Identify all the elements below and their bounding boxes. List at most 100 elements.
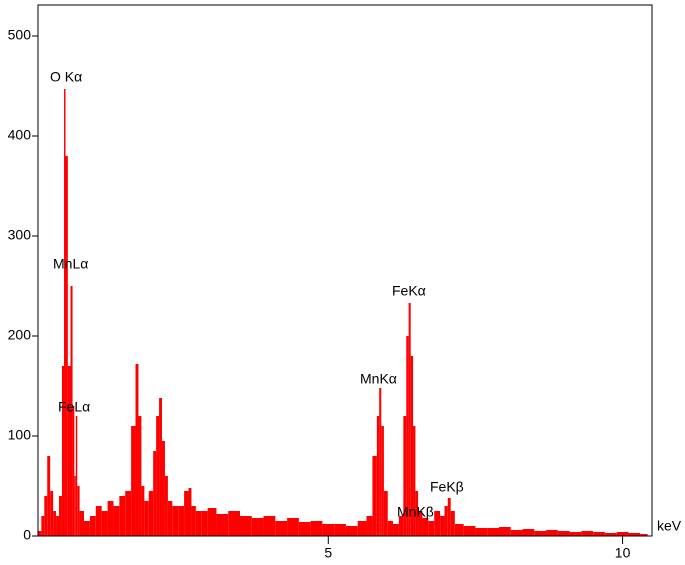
spectrum-bar: [463, 526, 476, 536]
spectrum-bar: [207, 508, 217, 536]
spectrum-bar: [640, 534, 648, 536]
spectrum-bar: [447, 498, 451, 536]
spectrum-bar: [41, 516, 45, 536]
spectrum-bar: [372, 456, 377, 536]
spectrum-bar: [156, 416, 160, 536]
spectrum-bar: [498, 527, 511, 536]
spectrum-bar: [178, 506, 185, 536]
spectrum-bar: [522, 529, 535, 536]
x-tick-label: 5: [324, 545, 332, 561]
spectrum-bar: [201, 511, 208, 536]
spectrum-bar: [422, 518, 429, 536]
spectrum-bar: [569, 532, 582, 536]
spectrum-bar: [162, 441, 165, 536]
spectrum-bar: [534, 531, 547, 536]
spectrum-bar: [366, 516, 373, 536]
spectrum-bar: [164, 476, 168, 536]
spectrum-bar: [383, 491, 388, 536]
y-tick-label: 100: [8, 427, 32, 443]
spectrum-bar: [345, 526, 358, 536]
spectrum-bar: [434, 511, 441, 536]
spectrum-bar: [125, 491, 132, 536]
spectrum-bar: [406, 336, 409, 536]
spectrum-bar: [113, 506, 120, 536]
spectrum-bar: [64, 89, 66, 536]
spectrum-bar: [131, 426, 136, 536]
spectrum-bar: [107, 501, 114, 536]
spectrum-bar: [70, 286, 73, 536]
spectrum-bar: [263, 516, 276, 536]
spectrum-bar: [546, 530, 558, 536]
spectrum-bar: [275, 521, 288, 536]
spectrum-bar: [376, 416, 380, 536]
spectrum-bar: [228, 511, 240, 536]
spectrum-bar: [144, 501, 149, 536]
peak-annotation: MnLα: [53, 256, 88, 272]
x-tick-label: 10: [615, 545, 631, 561]
peak-annotation: MnKα: [360, 371, 397, 387]
spectrum-bar: [381, 426, 384, 536]
spectrum-bar: [403, 416, 407, 536]
spectrum-bar: [89, 516, 96, 536]
spectrum-bar: [38, 531, 42, 536]
spectrum-bar: [251, 518, 264, 536]
spectrum-bar: [188, 488, 192, 536]
spectrum-bar: [628, 533, 641, 536]
spectrum-bar: [67, 366, 71, 536]
y-tick-label: 500: [8, 27, 32, 43]
spectrum-bar: [75, 416, 78, 536]
spectrum-bar: [581, 531, 594, 536]
spectrum-bar: [398, 516, 404, 536]
spectrum-bar: [510, 530, 523, 536]
spectrum-bar: [410, 356, 414, 536]
peak-annotation: FeKβ: [430, 479, 464, 495]
spectrum-bar: [184, 491, 189, 536]
spectrum-bar: [413, 426, 416, 536]
spectrum-bar: [47, 456, 51, 536]
spectrum-bar: [153, 451, 157, 536]
spectrum-bar: [240, 516, 252, 536]
spectrum-bar: [287, 518, 299, 536]
spectrum-bar: [454, 524, 464, 536]
spectrum-bar: [616, 532, 629, 536]
spectrum-bar: [387, 521, 394, 536]
plot-frame: [37, 4, 653, 537]
spectrum-bar: [135, 364, 139, 536]
spectrum-bar: [415, 491, 419, 536]
spectrum-bar: [418, 511, 423, 536]
spectrum-bar: [172, 506, 179, 536]
y-tick-label: 400: [8, 127, 32, 143]
spectrum-bar: [44, 496, 48, 536]
spectrum-bar: [408, 303, 411, 536]
spectrum-bar: [444, 506, 448, 536]
spectrum-bar: [61, 366, 65, 536]
spectrum-bar: [322, 524, 335, 536]
y-tick-label: 0: [23, 527, 31, 543]
spectrum-bar: [475, 528, 488, 536]
spectrum-bar: [65, 156, 68, 536]
spectrum-bar: [77, 486, 80, 536]
spectrum-bar: [428, 521, 435, 536]
spectrum-bar: [440, 516, 445, 536]
spectrum-bar: [56, 516, 60, 536]
spectrum-bar: [50, 491, 54, 536]
x-axis-label: keV: [657, 518, 682, 534]
spectrum-bar: [101, 511, 108, 536]
spectrum-bar: [167, 501, 173, 536]
peak-annotation: O Kα: [50, 69, 82, 85]
spectrum-bar: [191, 506, 196, 536]
spectrum-bar: [148, 491, 154, 536]
y-tick-label: 200: [8, 327, 32, 343]
spectrum-bar: [119, 496, 126, 536]
spectrum-bar: [141, 486, 145, 536]
spectrum-bar: [487, 528, 499, 536]
spectrum-bar: [379, 388, 382, 536]
peak-annotation: FeKα: [392, 283, 426, 299]
spectrum-bar: [95, 506, 102, 536]
spectrum-bar: [159, 398, 163, 536]
spectrum-bar: [450, 511, 455, 536]
peak-annotation: MnKβ: [397, 504, 434, 520]
spectrum-bar: [604, 533, 617, 536]
spectrum-bar: [59, 496, 62, 536]
